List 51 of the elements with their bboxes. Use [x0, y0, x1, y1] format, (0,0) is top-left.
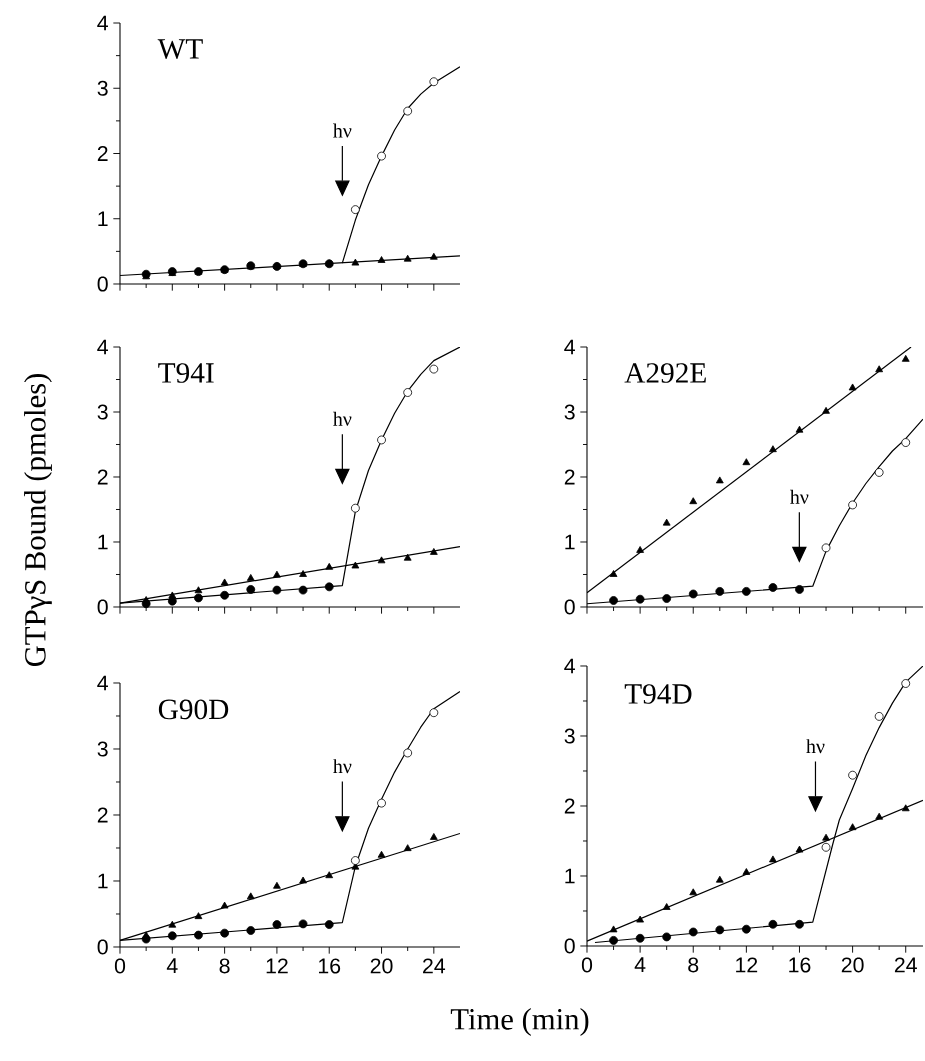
x-tick-label: 16 — [789, 957, 811, 973]
y-tick-label: 1 — [98, 534, 108, 550]
y-tick-label: 2 — [564, 798, 575, 814]
annotation: hν — [333, 411, 352, 426]
y-tick-label: 3 — [97, 404, 108, 420]
x-tick-label: 12 — [266, 958, 288, 974]
x-tick-label: 8 — [688, 957, 699, 973]
y-tick-label: 3 — [564, 728, 575, 744]
x-tick-label: 12 — [736, 957, 758, 973]
chart-title: A292E — [624, 363, 706, 383]
x-tick-label: 4 — [634, 957, 646, 973]
chart-title: WT — [157, 39, 203, 59]
y-tick-label: 0 — [97, 939, 108, 955]
chart-title: G90D — [158, 699, 229, 720]
annotation: hν — [790, 489, 809, 504]
x-tick-label: 24 — [423, 958, 446, 974]
x-tick-label: 0 — [114, 958, 126, 974]
y-tick-label: 4 — [564, 339, 575, 355]
x-tick-label: 0 — [581, 957, 593, 973]
y-tick-label: 1 — [565, 868, 575, 884]
x-tick-label: 8 — [219, 958, 230, 974]
y-tick-label: 1 — [565, 534, 575, 550]
annotation: hν — [333, 759, 352, 774]
y-tick-label: 2 — [564, 469, 575, 485]
x-tick-label: 16 — [318, 958, 341, 974]
y-tick-label: 0 — [564, 599, 575, 615]
y-tick-label: 3 — [97, 741, 108, 757]
y-tick-label: 4 — [564, 658, 575, 674]
y-tick-label: 0 — [97, 276, 108, 292]
y-tick-label: 3 — [97, 80, 108, 96]
y-tick-label: 4 — [97, 339, 108, 355]
x-tick-label: 24 — [894, 957, 917, 973]
y-tick-label: 3 — [564, 404, 575, 420]
chart-title: T94I — [158, 363, 214, 383]
y-tick-label: 1 — [98, 873, 108, 889]
chart-title: T94D — [624, 684, 692, 704]
y-tick-label: 2 — [97, 469, 108, 485]
x-axis-title: Time (min) — [450, 1008, 589, 1036]
y-tick-label: 0 — [564, 938, 575, 954]
annotation: hν — [333, 123, 352, 138]
y-tick-label: 2 — [97, 807, 108, 823]
y-tick-label: 4 — [97, 15, 108, 31]
x-tick-label: 20 — [370, 958, 393, 974]
y-tick-label: 4 — [97, 675, 108, 691]
x-tick-label: 20 — [841, 957, 864, 973]
y-tick-label: 1 — [98, 211, 108, 227]
y-tick-label: 2 — [97, 146, 108, 161]
annotation: hν — [806, 739, 825, 754]
x-tick-label: 4 — [166, 958, 178, 974]
y-tick-label: 0 — [97, 599, 108, 615]
y-axis-title: GTPγS Bound (pmoles) — [24, 374, 52, 667]
